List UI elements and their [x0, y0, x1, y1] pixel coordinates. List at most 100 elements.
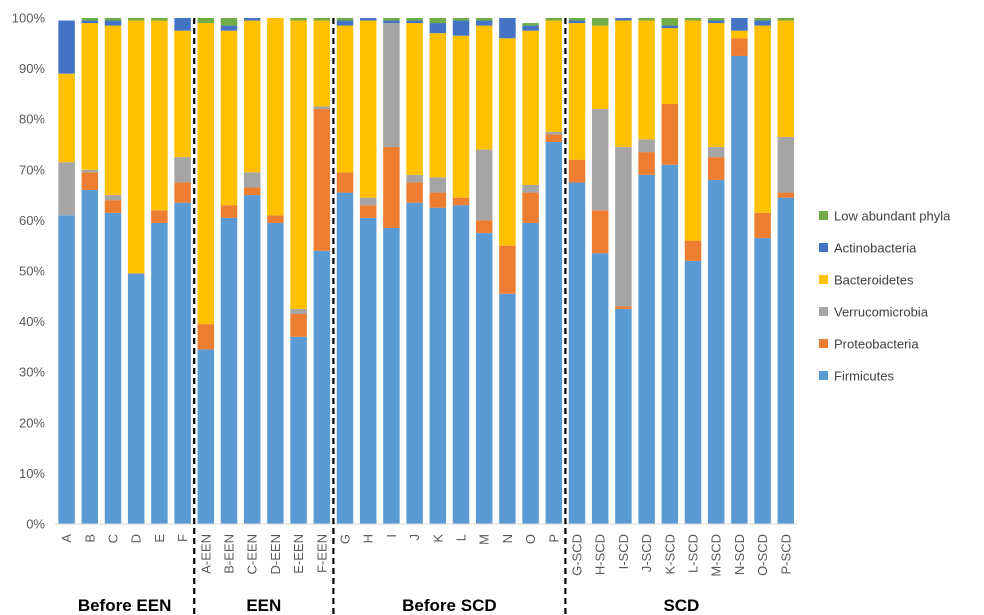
bar-segment-verrucomicrobia	[290, 308, 307, 315]
bar-segment-verrucomicrobia	[429, 177, 447, 193]
bar-segment-verrucomicrobia	[81, 169, 99, 173]
bar-segment-actinobacteria	[731, 18, 748, 31]
bar-segment-actinobacteria	[243, 18, 261, 21]
bar-segment-bacteroidetes	[568, 23, 586, 160]
bar-segment-actinobacteria	[104, 20, 122, 26]
bar-segment-low-abundant-phyla	[104, 18, 122, 21]
bar-segment-bacteroidetes	[777, 20, 795, 137]
group-label: Before EEN	[78, 596, 172, 615]
bar-segment-firmicutes	[615, 308, 632, 524]
group-label: Before SCD	[402, 596, 496, 615]
bar-segment-firmicutes	[267, 222, 284, 524]
x-tick-label: N	[500, 534, 515, 543]
bar-segment-proteobacteria	[684, 240, 702, 261]
x-tick-label: I-SCD	[616, 534, 631, 569]
bar-segment-actinobacteria	[615, 18, 632, 21]
x-tick-label: D	[129, 534, 144, 543]
x-tick-label: P-SCD	[778, 534, 793, 574]
legend-label: Proteobacteria	[834, 337, 919, 352]
bar-segment-bacteroidetes	[522, 30, 539, 185]
legend-label: Firmicutes	[834, 369, 894, 384]
bar-segment-actinobacteria	[58, 20, 75, 74]
bar-segment-firmicutes	[104, 212, 122, 524]
bar-segment-proteobacteria	[661, 104, 679, 165]
bar-segment-low-abundant-phyla	[568, 18, 586, 21]
bar-segment-bacteroidetes	[267, 18, 284, 216]
bar-segment-verrucomicrobia	[707, 147, 725, 158]
bar-segment-firmicutes	[58, 215, 75, 524]
bar-segment-actinobacteria	[406, 20, 423, 24]
bar-segment-low-abundant-phyla	[383, 18, 400, 21]
y-tick-label: 30%	[19, 365, 45, 380]
x-tick-label: E-EEN	[291, 534, 306, 574]
bar-segment-low-abundant-phyla	[197, 18, 215, 24]
x-tick-label: O-SCD	[755, 534, 770, 576]
bar-segment-proteobacteria	[452, 197, 470, 206]
group-labels: Before EEN EEN Before SCD SCD	[78, 596, 700, 615]
y-tick-label: 20%	[19, 415, 45, 430]
bar-segment-bacteroidetes	[661, 28, 679, 105]
bar-segment-bacteroidetes	[290, 20, 307, 309]
bar-segment-firmicutes	[522, 222, 539, 524]
bar-segment-proteobacteria	[336, 172, 354, 193]
x-tick-label: F-EEN	[314, 534, 329, 573]
bar-segment-proteobacteria	[290, 314, 307, 337]
bar-segment-actinobacteria	[220, 25, 238, 31]
bar-segment-proteobacteria	[777, 192, 795, 198]
bar-segment-bacteroidetes	[429, 33, 447, 178]
bar-segment-proteobacteria	[267, 215, 284, 223]
bar-segment-bacteroidetes	[220, 30, 238, 206]
bar-segment-firmicutes	[174, 202, 191, 524]
bar-segment-firmicutes	[475, 233, 493, 525]
x-tick-label: P	[546, 534, 561, 543]
bar-segment-bacteroidetes	[104, 25, 122, 196]
bar-segment-actinobacteria	[707, 20, 725, 24]
bar-segment-low-abundant-phyla	[777, 18, 795, 21]
bar-segment-actinobacteria	[81, 20, 99, 24]
bar-segment-verrucomicrobia	[383, 23, 400, 148]
bar-segment-firmicutes	[127, 273, 145, 524]
y-tick-label: 80%	[19, 112, 45, 127]
bar-segment-low-abundant-phyla	[127, 18, 145, 21]
bar-segment-low-abundant-phyla	[290, 18, 307, 21]
bar-segment-proteobacteria	[615, 306, 632, 309]
bar-segment-actinobacteria	[499, 18, 516, 39]
x-axis: A B C D E F A-EEN B-EEN C-EEN D-EEN E-EEN F-EEN G H I J…	[55, 523, 798, 577]
bar-segment-proteobacteria	[499, 245, 516, 294]
bar-segment-low-abundant-phyla	[336, 18, 354, 21]
x-tick-label: G	[338, 534, 353, 544]
bar-segment-firmicutes	[197, 349, 215, 524]
bar-segment-bacteroidetes	[615, 20, 632, 148]
x-tick-label: L-SCD	[686, 534, 701, 573]
bar-segment-firmicutes	[243, 195, 261, 524]
x-tick-label: A	[59, 534, 74, 543]
bar-segment-bacteroidetes	[684, 20, 702, 241]
bar-segment-firmicutes	[406, 202, 423, 524]
bar-segment-firmicutes	[777, 197, 795, 524]
legend-label: Bacteroidetes	[834, 273, 914, 288]
bar-segment-firmicutes	[383, 227, 400, 525]
legend-label: Actinobacteria	[834, 241, 917, 256]
bar-segment-firmicutes	[359, 217, 377, 524]
y-tick-label: 0%	[26, 517, 45, 532]
bar-segment-proteobacteria	[151, 210, 168, 223]
bar-segment-low-abundant-phyla	[522, 23, 539, 26]
bar-segment-low-abundant-phyla	[754, 18, 771, 21]
bar-segment-proteobacteria	[243, 187, 261, 196]
y-tick-label: 50%	[19, 264, 45, 279]
y-tick-label: 10%	[19, 466, 45, 481]
bar-segment-proteobacteria	[104, 200, 122, 213]
bar-segment-firmicutes	[661, 164, 679, 525]
bar-segment-verrucomicrobia	[638, 139, 655, 153]
x-tick-label: G-SCD	[570, 534, 585, 576]
legend-swatch	[819, 211, 828, 220]
legend-swatch	[819, 371, 828, 380]
bar-segment-actinobacteria	[475, 20, 493, 26]
bar-segment-actinobacteria	[452, 20, 470, 36]
bar-segment-proteobacteria	[197, 324, 215, 350]
x-tick-label: C	[106, 534, 121, 543]
bar-segment-proteobacteria	[591, 210, 609, 254]
bar-segment-bacteroidetes	[127, 20, 145, 274]
x-tick-label: N-SCD	[732, 534, 747, 575]
legend-label: Low abundant phyla	[834, 209, 951, 224]
